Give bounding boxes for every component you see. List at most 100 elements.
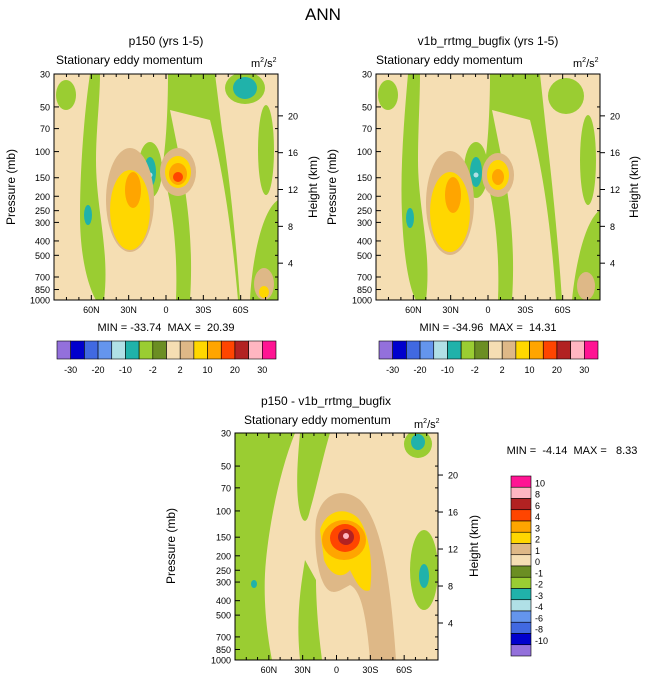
colorbar-swatch [406,340,421,360]
pressure-tick-label: 70 [40,124,50,134]
colorbar-label: 4 [535,512,540,522]
latitude-axis: 60N 30N 0 30S 60S [65,74,267,315]
panel-subtitle: Stationary eddy momentum [376,53,523,67]
colorbar-swatch [510,565,532,578]
pressure-tick-label: 250 [35,206,50,216]
pressure-tick-label: 150 [357,173,372,183]
contour-field [376,74,600,300]
colorbar-swatch [510,543,532,556]
positive-region [445,177,461,213]
contour-field [54,74,278,300]
colorbar-swatch [152,340,167,360]
contour-field [235,433,438,660]
latitude-tick-label: 30N [294,665,311,675]
panel-p150: p150 (yrs 1-5) Stationary eddy momentum … [4,34,320,334]
colorbar-swatch [56,340,71,360]
figure-title: ANN [305,5,341,24]
colorbar-label: 20 [230,365,240,375]
pressure-tick-label: 700 [357,273,372,283]
pressure-tick-label: 300 [357,218,372,228]
height-tick-label: 4 [610,259,615,269]
colorbar-swatch [584,340,599,360]
colorbar-label: -20 [414,365,427,375]
colorbar-label: -1 [535,568,543,578]
height-tick-label: 12 [288,185,298,195]
colorbar-swatch [447,340,462,360]
colorbar-swatch [378,340,393,360]
units-label: m2/s2 [414,418,440,431]
colorbar-label: 2 [535,535,540,545]
positive-region [173,172,183,182]
y-axis-right-label: Height (km) [306,156,320,218]
colorbar-label: 30 [579,365,589,375]
negative-region [297,433,330,521]
panel-subtitle: Stationary eddy momentum [244,413,391,427]
colorbar-swatch [433,340,448,360]
height-tick-label: 4 [448,619,453,629]
colorbar: -30 -20 -10 -2 2 10 20 30 [378,340,599,375]
colorbar-label: 10 [535,478,545,488]
colorbar-swatch [510,599,532,612]
latitude-tick-label: 0 [163,305,168,315]
negative-region [378,80,398,110]
height-axis: 20 16 12 8 4 [438,471,458,629]
height-tick-label: 8 [448,582,453,592]
colorbar-swatch [234,340,249,360]
colorbar-swatch [510,588,532,601]
latitude-tick-label: 60S [396,665,412,675]
pressure-tick-label: 850 [357,285,372,295]
latitude-tick-label: 0 [485,305,490,315]
pressure-tick-label: 70 [362,124,372,134]
negative-region [419,564,429,588]
colorbar-label: 10 [203,365,213,375]
colorbar-swatch [392,340,407,360]
colorbar-swatch [248,340,263,360]
colorbar-label: -10 [535,636,548,646]
colorbar-swatch [510,554,532,567]
colorbar-swatch [193,340,208,360]
min-max-stats: MIN = -33.74 MAX = 20.39 [98,322,235,334]
colorbar-label: 20 [552,365,562,375]
colorbar-swatch [542,340,558,360]
latitude-tick-label: 0 [334,665,339,675]
colorbar-label: 3 [535,523,540,533]
min-max-stats: MIN = -4.14 MAX = 8.33 [507,445,638,457]
colorbar-label: -2 [471,365,479,375]
units-label: m2/s2 [251,57,277,70]
pressure-tick-label: 500 [35,251,50,261]
height-tick-label: 20 [288,111,298,121]
pressure-tick-label: 500 [357,251,372,261]
colorbar-label: 10 [525,365,535,375]
colorbar-label: -10 [441,365,454,375]
colorbar-swatch [510,644,532,657]
y-axis-label: Pressure (mb) [4,149,18,225]
colorbar-label: -3 [535,591,543,601]
colorbar-swatch [515,340,530,360]
colorbar-swatch [510,621,532,634]
pressure-tick-label: 100 [216,506,231,516]
pressure-tick-label: 500 [216,611,231,621]
latitude-axis: 60N 30N 0 30S 60S [387,74,589,315]
negative-region [258,105,274,195]
pressure-tick-label: 200 [35,192,50,202]
colorbar-swatch [111,340,126,360]
pressure-tick-label: 30 [40,70,50,80]
colorbar-label: -6 [535,613,543,623]
colorbar-swatch [84,340,99,360]
colorbar-label: -2 [149,365,157,375]
units-label: m2/s2 [573,57,599,70]
latitude-tick-label: 30S [517,305,533,315]
colorbar-swatch [510,531,532,544]
y-axis-right-label: Height (km) [627,156,641,218]
pressure-tick-label: 100 [357,147,372,157]
panel-subtitle: Stationary eddy momentum [56,53,203,67]
pressure-tick-label: 150 [35,173,50,183]
negative-region [470,157,482,187]
pressure-tick-label: 200 [357,192,372,202]
panel-title: p150 (yrs 1-5) [129,34,204,48]
latitude-tick-label: 60N [405,305,422,315]
panel-difference: p150 - v1b_rrtmg_bugfix Stationary eddy … [164,394,637,675]
positive-region [492,169,504,185]
